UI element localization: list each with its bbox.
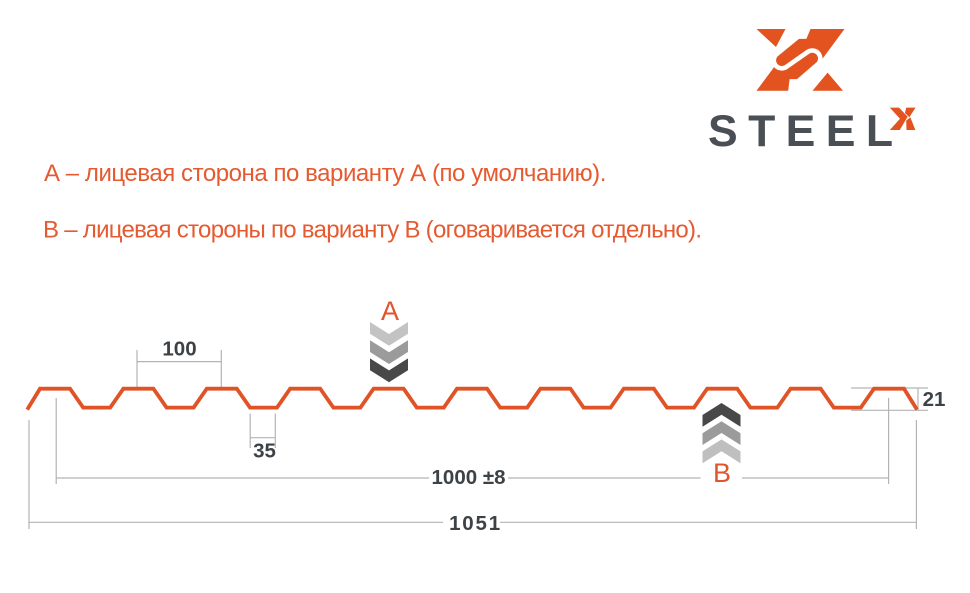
svg-text:21: 21: [923, 388, 946, 411]
svg-text:В – лицевая стороны по вариант: В – лицевая стороны по варианту В (огова…: [43, 216, 701, 243]
svg-text:1051: 1051: [449, 512, 502, 535]
svg-text:35: 35: [253, 440, 276, 463]
svg-text:А – лицевая сторона по вариант: А – лицевая сторона по варианту А (по ум…: [44, 160, 606, 187]
svg-text:STEEL: STEEL: [708, 107, 903, 156]
svg-text:1000 ±8: 1000 ±8: [432, 466, 506, 489]
svg-text:100: 100: [162, 338, 196, 361]
svg-text:А: А: [381, 296, 399, 326]
svg-text:В: В: [713, 458, 731, 488]
